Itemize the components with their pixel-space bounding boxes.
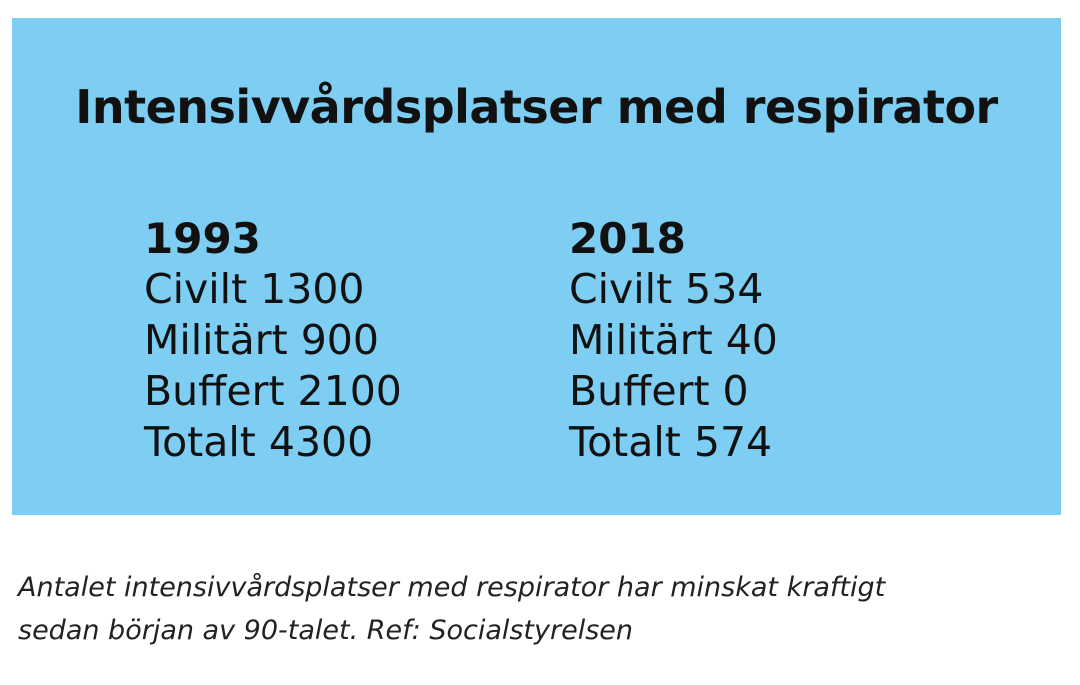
militart-value: Militärt 900 xyxy=(144,315,402,366)
civilt-value: Civilt 1300 xyxy=(144,264,402,315)
buffert-value: Buffert 2100 xyxy=(144,366,402,417)
column-1993: 1993 Civilt 1300 Militärt 900 Buffert 21… xyxy=(144,214,402,468)
totalt-value: Totalt 574 xyxy=(569,417,778,468)
year-heading: 2018 xyxy=(569,214,778,264)
info-panel: Intensivvårdsplatser med respirator 1993… xyxy=(12,18,1061,515)
buffert-value: Buffert 0 xyxy=(569,366,778,417)
column-2018: 2018 Civilt 534 Militärt 40 Buffert 0 To… xyxy=(569,214,778,468)
caption: Antalet intensivvårdsplatser med respira… xyxy=(18,566,1068,652)
civilt-value: Civilt 534 xyxy=(569,264,778,315)
year-heading: 1993 xyxy=(144,214,402,264)
totalt-value: Totalt 4300 xyxy=(144,417,402,468)
caption-line-1: Antalet intensivvårdsplatser med respira… xyxy=(18,566,1068,609)
militart-value: Militärt 40 xyxy=(569,315,778,366)
caption-line-2: sedan början av 90-talet. Ref: Socialsty… xyxy=(18,609,1068,652)
panel-title: Intensivvårdsplatser med respirator xyxy=(12,80,1061,134)
